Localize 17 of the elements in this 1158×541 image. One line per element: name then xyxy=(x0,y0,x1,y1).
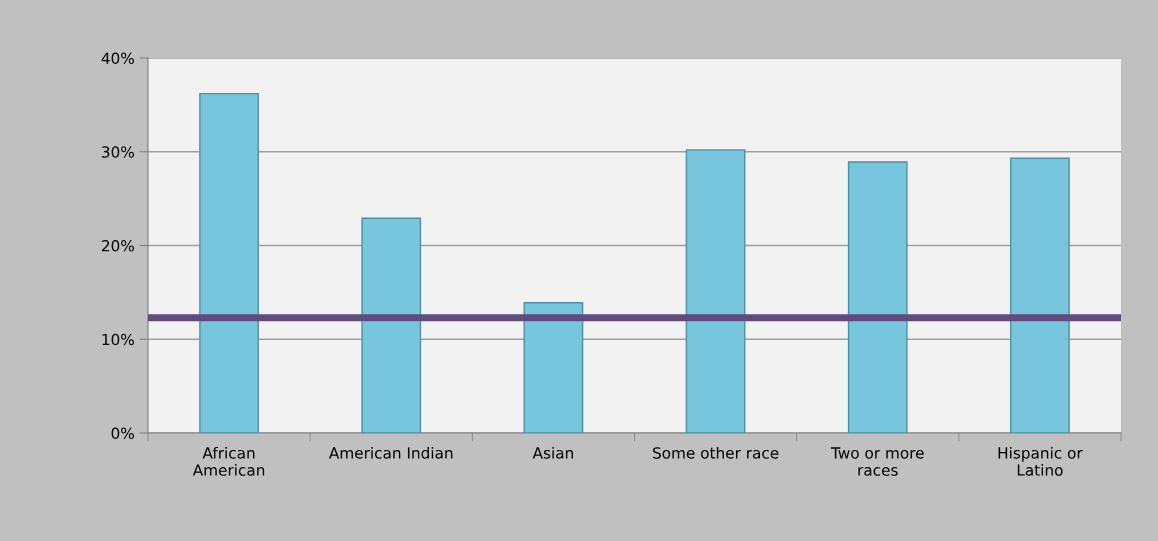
x-tick-label: Asian xyxy=(532,446,573,459)
y-tick-label: 0% xyxy=(111,427,134,440)
x-tick-label: Hispanic or Latino xyxy=(998,446,1083,476)
x-tick-label: African American xyxy=(192,446,265,476)
x-tick-label: Two or more races xyxy=(830,447,924,476)
bar xyxy=(685,149,746,433)
bar xyxy=(847,161,908,433)
y-tick-label: 30% xyxy=(102,146,134,158)
bar xyxy=(1010,157,1070,433)
bar xyxy=(523,301,584,433)
y-tick-label: 20% xyxy=(101,239,134,252)
x-tick-label: American Indian xyxy=(329,446,453,459)
y-tick-label: 40% xyxy=(101,52,134,65)
y-tick-label: 10% xyxy=(102,333,134,346)
x-tick-label: Some other race xyxy=(653,446,779,459)
bar xyxy=(199,92,259,433)
bar xyxy=(361,217,422,433)
